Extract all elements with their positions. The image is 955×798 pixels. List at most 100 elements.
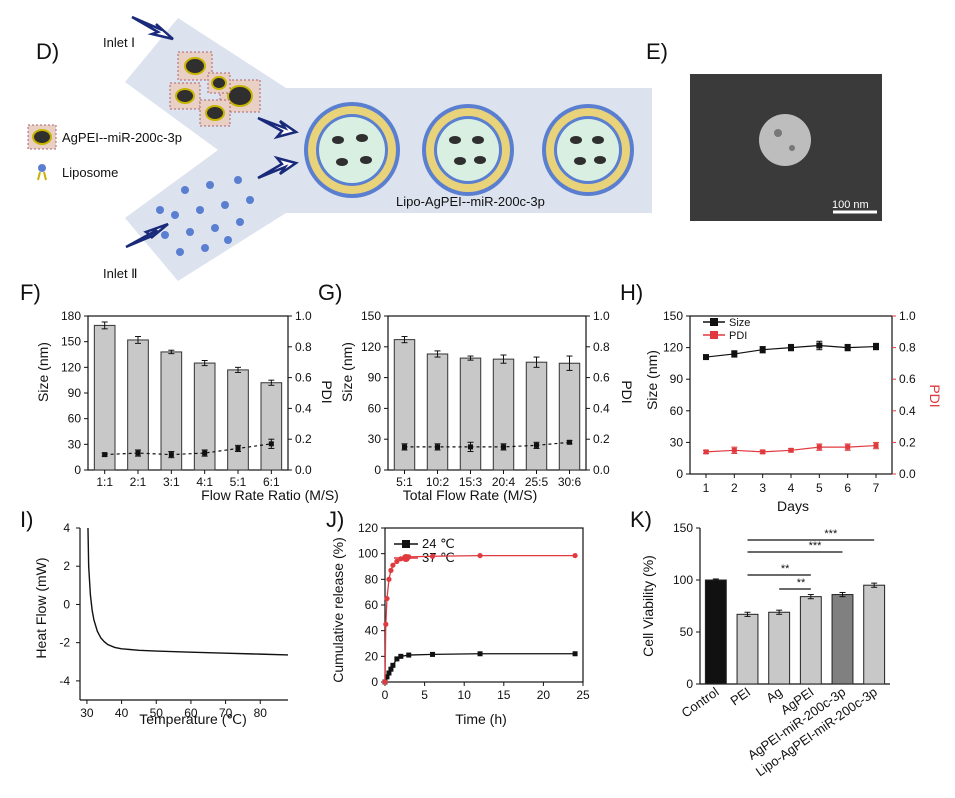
inlet2-label: Inlet Ⅱ <box>103 266 138 281</box>
f-xtick-label-4: 5:1 <box>230 475 247 489</box>
g-ytick-label-3: 90 <box>368 371 382 385</box>
f-y2tick-label-5: 1.0 <box>295 309 312 323</box>
j-series-1-point-5 <box>390 562 396 568</box>
g-bar-5 <box>558 362 581 471</box>
h-pdi-point-6 <box>873 443 879 449</box>
chart-h: 0 30 60 90 120 150 0.0 0.2 0.4 0.6 0.8 1.0 1 2 3 4 5 6 7 <box>663 309 916 495</box>
j-series-0-point-3 <box>388 666 394 672</box>
scale-bar-label: 100 nm <box>832 199 869 211</box>
h-ylabel: Size (nm) <box>644 350 660 410</box>
j-ytick-label-5: 100 <box>358 547 378 561</box>
f-xtick-label-1: 2:1 <box>130 475 147 489</box>
panel-g-label: G) <box>318 280 342 305</box>
g-y2tick-label-0: 0.0 <box>593 463 610 477</box>
i-ytick-label-3: 2 <box>63 559 70 573</box>
g-ytick-label-2: 60 <box>368 401 382 415</box>
j-ylabel: Cumulative release (%) <box>330 537 346 683</box>
panel-d: D) Inlet Ⅰ Inlet Ⅱ <box>27 15 652 281</box>
f-y2tick-label-3: 0.6 <box>295 371 312 385</box>
j-ytick-label-2: 40 <box>365 624 379 638</box>
h-legend-pdi-marker <box>710 331 718 339</box>
h-pdi-point-2 <box>760 449 766 455</box>
k-bar-5 <box>863 584 886 685</box>
i-ytick-label-4: 4 <box>63 521 70 535</box>
i-curve <box>87 527 289 656</box>
j-series-1-point-9 <box>429 553 436 559</box>
g-xlabel: Total Flow Rate (M/S) <box>403 487 538 503</box>
g-bar-2 <box>459 357 482 471</box>
h-xtick-label-4: 5 <box>816 481 823 495</box>
g-pdi-point-2 <box>468 444 473 450</box>
h-size-point-5 <box>844 344 851 351</box>
k-bar-2 <box>768 611 791 685</box>
k-sig-label-1: *** <box>809 540 823 552</box>
j-series-1-point-7 <box>398 556 404 562</box>
panel-d-label: D) <box>36 39 59 64</box>
i-xtick-label-4: 70 <box>219 706 233 720</box>
j-series-0-point-10 <box>572 651 578 657</box>
panel-f-label: F) <box>20 280 41 305</box>
h-ytick-label-5: 150 <box>663 309 683 323</box>
j-ytick-label-6: 120 <box>358 521 378 535</box>
panel-j-label: J) <box>326 507 344 532</box>
merge-arrow-2-icon <box>257 155 299 180</box>
f-ytick-label-1: 30 <box>68 437 82 451</box>
j-legend: 24 ℃ 37 ℃ <box>394 536 455 565</box>
k-ytick-label-3: 150 <box>673 521 693 535</box>
g-ylabel: Size (nm) <box>339 342 355 402</box>
j-series-0-point-2 <box>386 670 392 676</box>
h-y2tick-label-5: 1.0 <box>899 309 916 323</box>
j-series-1-point-0 <box>382 679 388 685</box>
f-y2tick-label-1: 0.2 <box>295 432 312 446</box>
j-series-1-point-4 <box>388 567 394 573</box>
lipo-vesicle-1 <box>304 102 400 198</box>
h-pdi-point-4 <box>816 444 822 450</box>
g-y2tick-label-5: 1.0 <box>593 309 610 323</box>
g-bar-3 <box>492 358 515 471</box>
k-xtick-label-1: PEI <box>727 684 753 708</box>
f-y2label: PDI <box>319 380 335 403</box>
chart-j: 0 20 40 60 80 100 120 0 5 10 15 20 25 <box>358 521 590 702</box>
j-series-1-point-3 <box>386 576 392 582</box>
i-ytick-label-1: -2 <box>59 636 70 650</box>
f-pdi-point-5 <box>268 441 274 447</box>
g-xtick-label-2: 15:3 <box>459 475 483 489</box>
h-y2tick-label-4: 0.8 <box>899 341 916 355</box>
h-size-point-3 <box>788 344 794 351</box>
g-pdi-point-5 <box>567 439 572 445</box>
g-bar-1 <box>426 353 449 471</box>
j-series-1-point-8 <box>406 554 412 560</box>
h-y2tick-label-1: 0.2 <box>899 435 916 449</box>
f-ytick-label-3: 90 <box>68 386 82 400</box>
j-series-1-point-1 <box>383 621 389 627</box>
chart-f: 0 30 60 90 120 150 180 0.0 0.2 0.4 0.6 0.8 1.0 1:1 2:1… <box>61 309 312 489</box>
j-series-0-point-5 <box>394 656 400 662</box>
g-y2tick-label-2: 0.4 <box>593 401 610 415</box>
f-xtick-label-3: 4:1 <box>196 475 213 489</box>
j-series-1-point-10 <box>477 552 483 559</box>
f-y2tick-label-2: 0.4 <box>295 401 312 415</box>
h-ytick-label-0: 0 <box>676 467 683 481</box>
h-ytick-label-1: 30 <box>670 435 684 449</box>
f-ytick-label-2: 60 <box>68 412 82 426</box>
f-ytick-label-6: 180 <box>61 309 81 323</box>
legend-liposome-label: Liposome <box>62 165 118 180</box>
j-legend-37-label: 37 ℃ <box>422 550 455 565</box>
j-series-0-point-4 <box>390 662 396 668</box>
g-xtick-label-1: 10:2 <box>426 475 450 489</box>
g-ytick-label-1: 30 <box>368 432 382 446</box>
i-xtick-label-2: 50 <box>150 706 164 720</box>
h-pdi-point-5 <box>845 444 851 450</box>
liposome-molecules-icon <box>156 176 254 256</box>
f-ytick-label-5: 150 <box>61 335 81 349</box>
g-xtick-label-3: 20:4 <box>492 475 516 489</box>
j-xtick-label-5: 25 <box>576 688 590 702</box>
tem-spot-2 <box>789 145 795 151</box>
h-xtick-label-1: 2 <box>731 481 738 495</box>
tem-vesicle <box>759 114 811 166</box>
h-size-point-4 <box>816 342 823 349</box>
j-xtick-label-4: 20 <box>537 688 551 702</box>
g-xtick-label-5: 30:6 <box>558 475 582 489</box>
legend-particle-icon <box>27 124 57 150</box>
